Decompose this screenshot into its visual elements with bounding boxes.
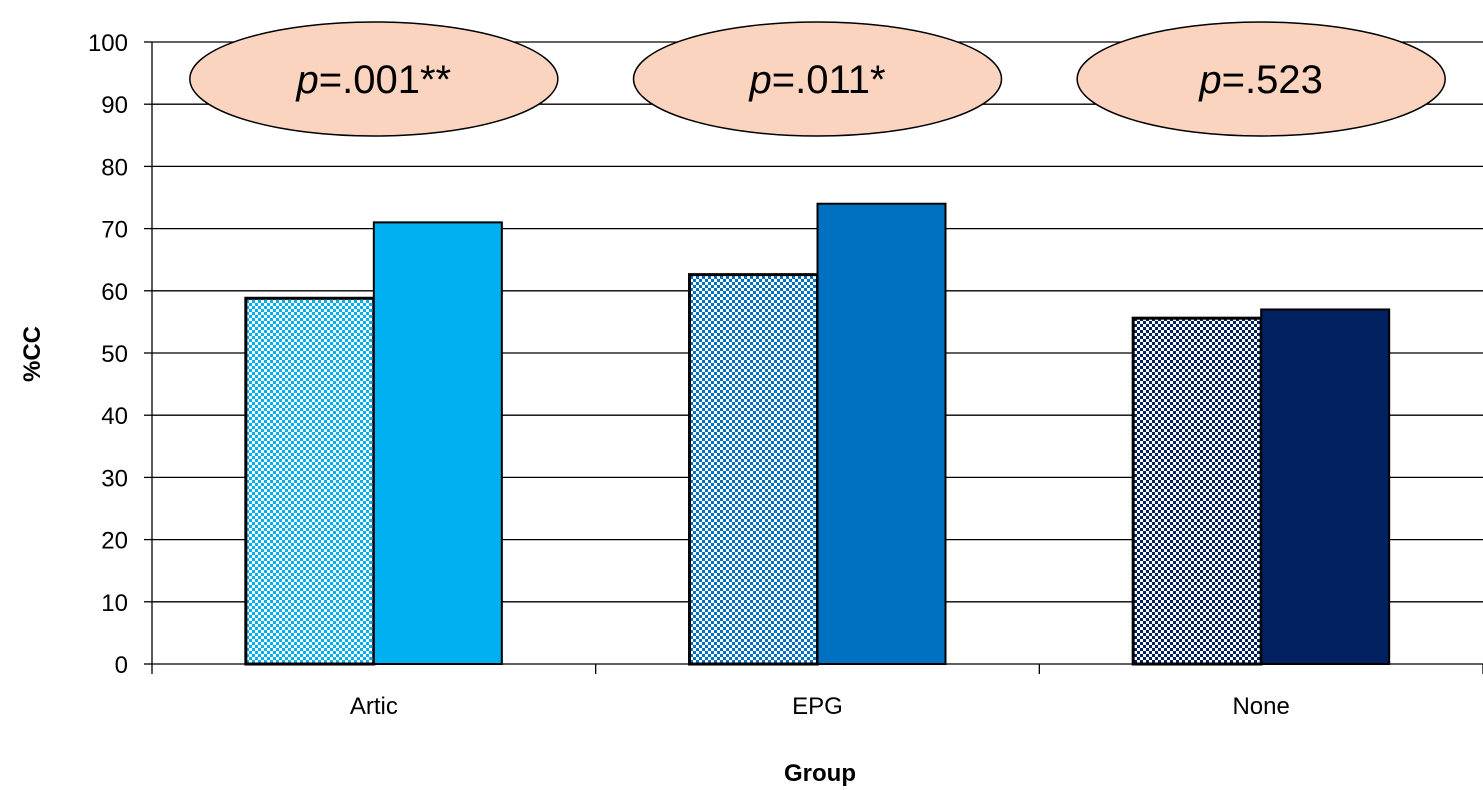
y-tick-label: 80 [101, 154, 128, 181]
p-value-label: p=.001** [296, 58, 452, 102]
x-axis-title: Group [784, 760, 856, 787]
bar-none-checkered [1131, 316, 1263, 666]
x-tick-label: None [1232, 693, 1289, 720]
x-tick-label: EPG [792, 693, 843, 720]
p-value-annotations: p=.001** p=.011* p=.523 [189, 21, 1446, 137]
p-value-label: p=.011* [748, 58, 885, 102]
bar-artic-checkered [244, 296, 376, 666]
p-value-ellipse [189, 21, 559, 137]
bar-epg-checkered [688, 273, 819, 666]
p-value-ellipse [1076, 21, 1446, 137]
bars [244, 202, 1391, 666]
y-tick-label: 70 [101, 217, 128, 244]
bar-epg-solid [816, 202, 947, 665]
y-tick-label: 30 [101, 465, 128, 492]
y-tick-label: 60 [101, 279, 128, 306]
y-tick-label: 90 [101, 92, 128, 119]
p-value-ellipse [632, 21, 1003, 137]
bar-artic-solid [372, 221, 503, 665]
y-tick-label: 100 [88, 30, 128, 57]
y-tick-label: 0 [115, 652, 128, 679]
y-axis-title: %CC [19, 326, 46, 382]
y-tick-label: 20 [101, 528, 128, 555]
tick-labels: 0 10 20 30 40 50 60 70 80 90 100 Artic EPG None [88, 30, 1290, 720]
y-tick-label: 40 [101, 403, 128, 430]
axes [144, 41, 1483, 674]
bar-none-solid [1260, 308, 1391, 665]
x-tick-label: Artic [350, 693, 398, 720]
y-tick-label: 10 [101, 590, 128, 617]
p-value-label: p=.523 [1198, 58, 1322, 102]
y-tick-label: 50 [101, 341, 128, 368]
